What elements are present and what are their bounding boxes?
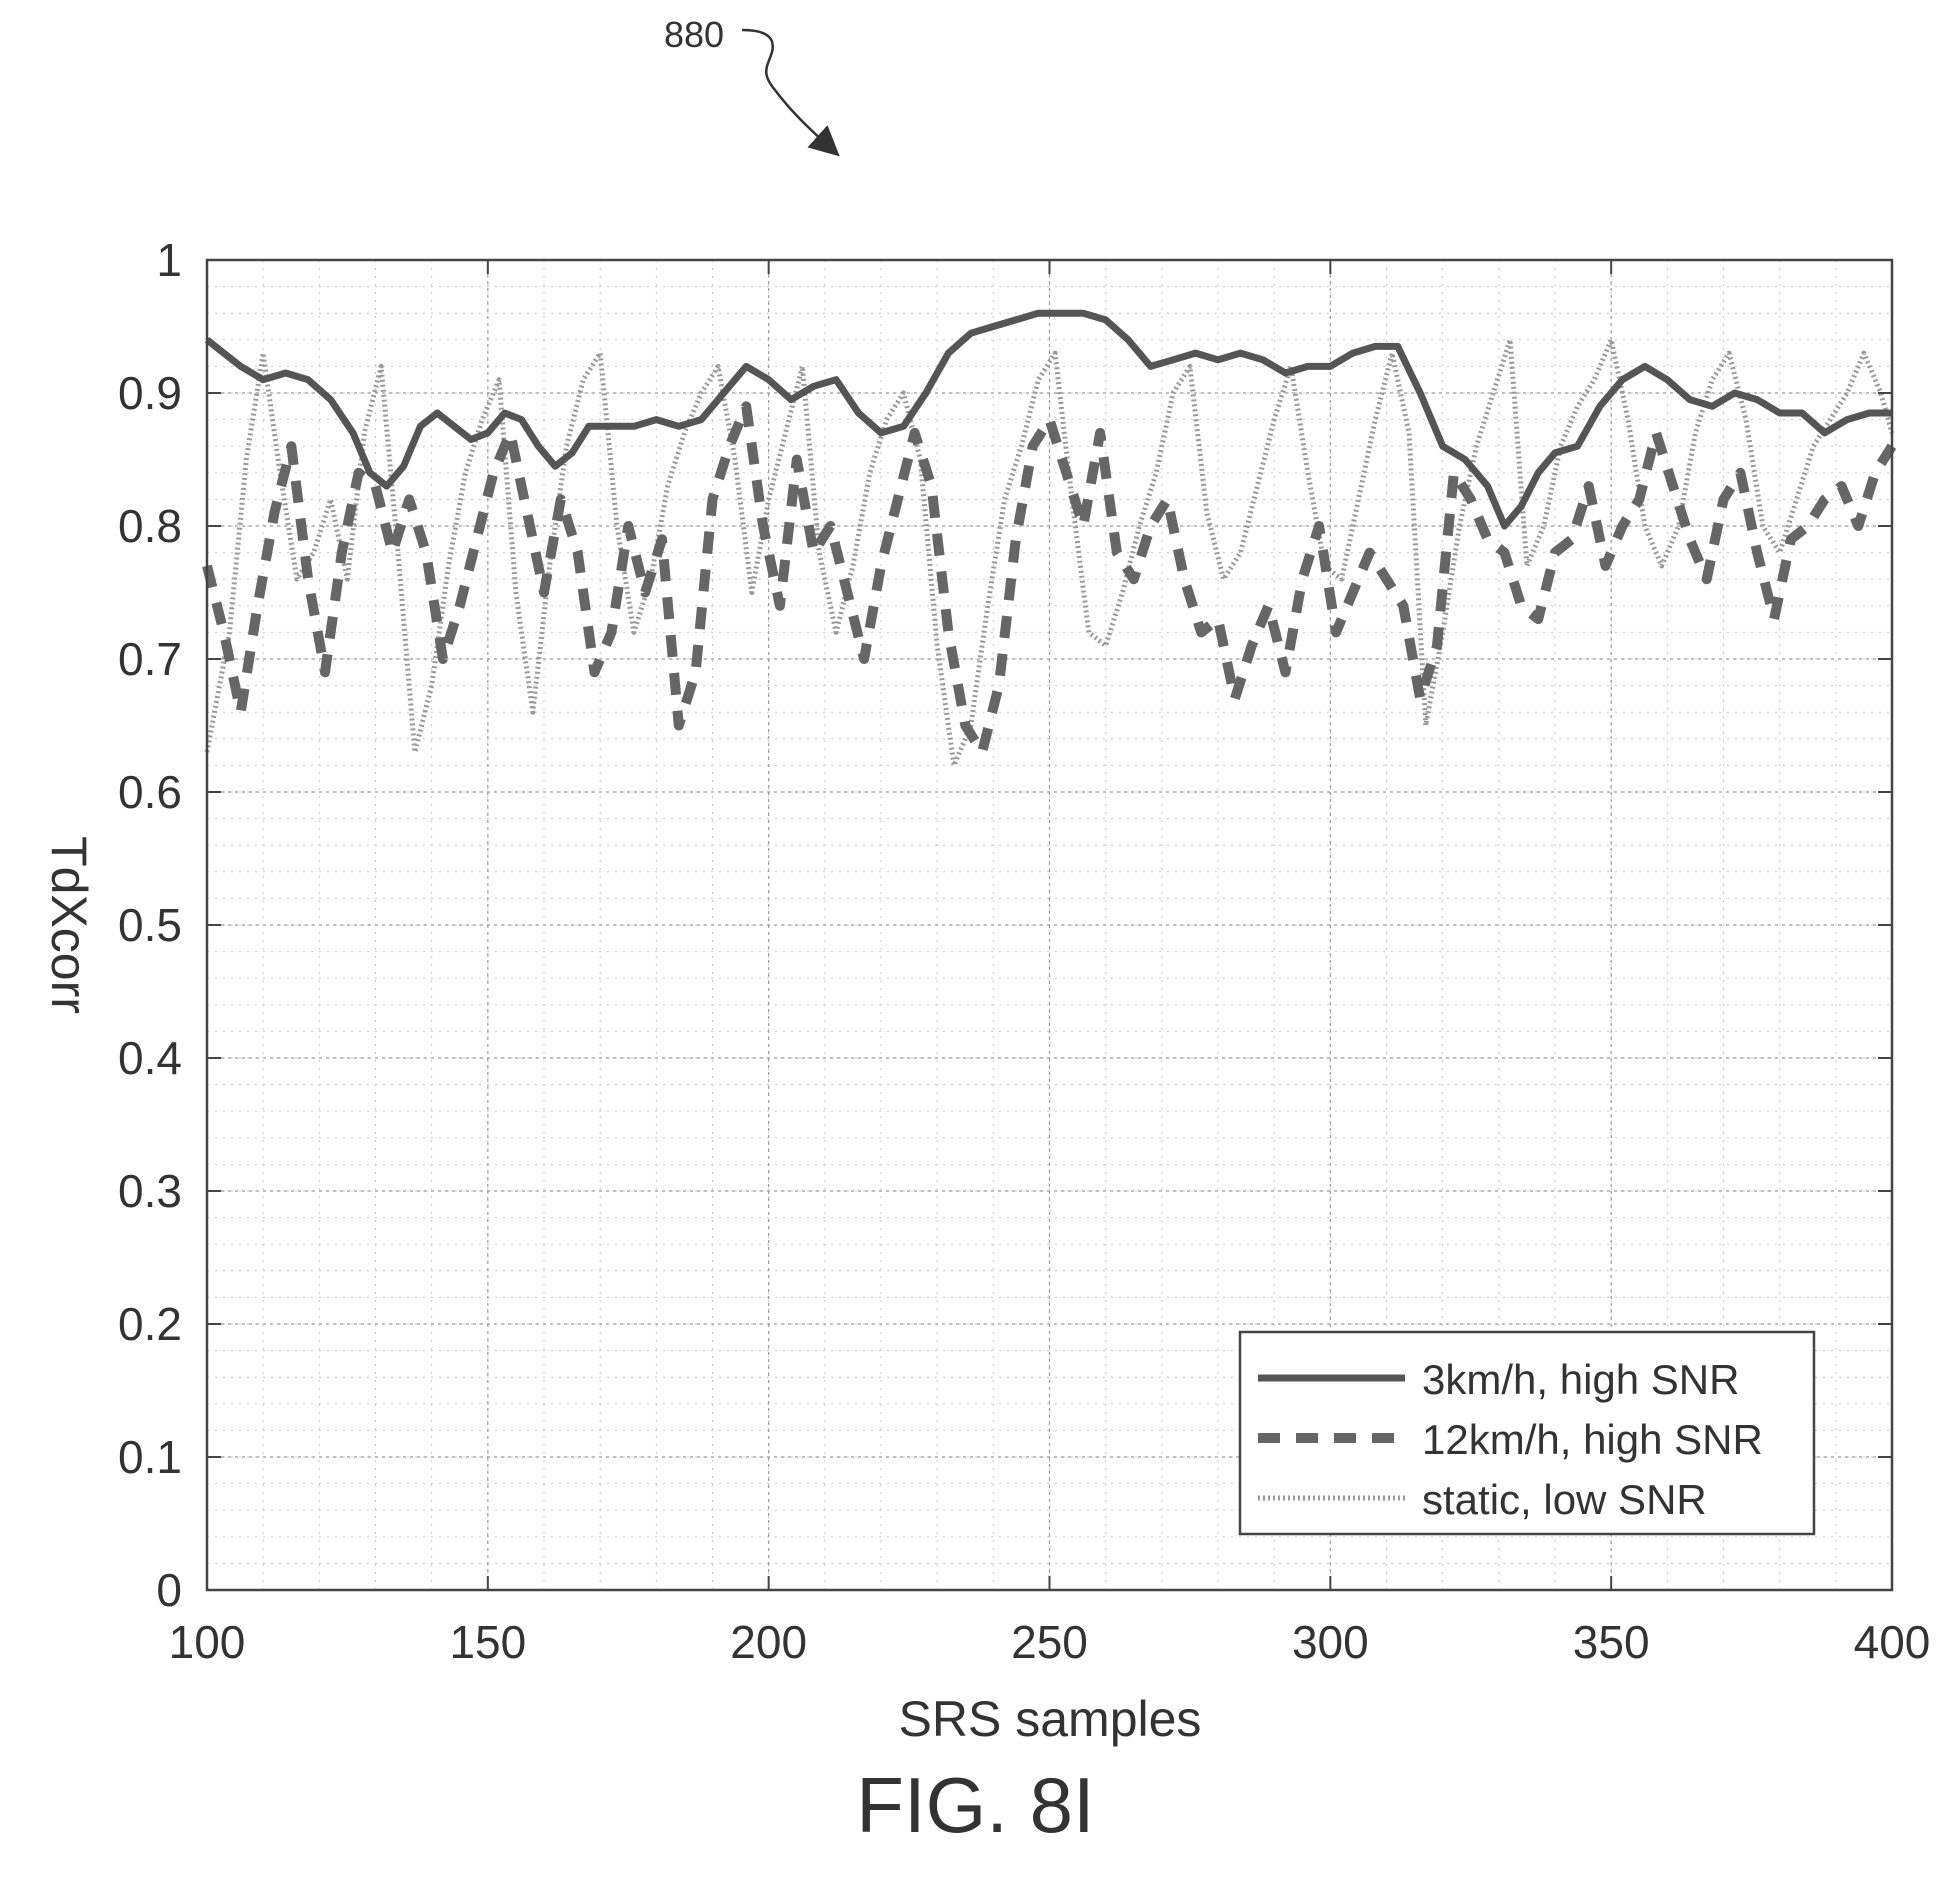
y-tick-label: 0.7 — [118, 633, 182, 685]
series-line-3 — [204, 337, 1895, 768]
legend-label-3: static, low SNR — [1422, 1476, 1707, 1523]
x-tick-label: 200 — [730, 1616, 807, 1668]
y-axis-label: TdXcorr — [41, 836, 97, 1014]
y-tick-label: 0.2 — [118, 1298, 182, 1350]
reference-leader-arrow — [741, 28, 840, 157]
figure-caption: FIG. 8I — [856, 1761, 1095, 1849]
y-tick-label: 1 — [156, 234, 182, 286]
y-tick-label: 0.6 — [118, 766, 182, 818]
y-tick-label: 0.1 — [118, 1431, 182, 1483]
y-tick-labels: 0 0.1 0.2 0.3 0.4 0.5 0.6 0.7 0.8 0.9 1 — [118, 234, 182, 1616]
y-tick-label: 0.5 — [118, 899, 182, 951]
x-tick-labels: 100 150 200 250 300 350 400 — [169, 1616, 1931, 1668]
x-tick-label: 250 — [1011, 1616, 1088, 1668]
y-tick-label: 0 — [156, 1564, 182, 1616]
legend-label-1: 3km/h, high SNR — [1422, 1356, 1739, 1403]
x-axis-label: SRS samples — [899, 1691, 1202, 1747]
series-line-1 — [204, 309, 1892, 530]
x-tick-label: 400 — [1854, 1616, 1931, 1668]
reference-numeral: 880 — [664, 14, 725, 55]
y-tick-label: 0.3 — [118, 1165, 182, 1217]
x-tick-label: 350 — [1573, 1616, 1650, 1668]
x-tick-label: 100 — [169, 1616, 246, 1668]
tick-marks — [206, 259, 1893, 1591]
x-tick-label: 150 — [449, 1616, 526, 1668]
y-tick-label: 0.9 — [118, 367, 182, 419]
legend-label-2: 12km/h, high SNR — [1422, 1416, 1763, 1463]
series-layer — [202, 309, 1897, 768]
x-tick-label: 300 — [1292, 1616, 1369, 1668]
series-line-2 — [202, 401, 1897, 758]
y-tick-label: 0.8 — [118, 500, 182, 552]
y-tick-label: 0.4 — [118, 1032, 182, 1084]
legend: 3km/h, high SNR 12km/h, high SNR static, l… — [1238, 1330, 1816, 1536]
